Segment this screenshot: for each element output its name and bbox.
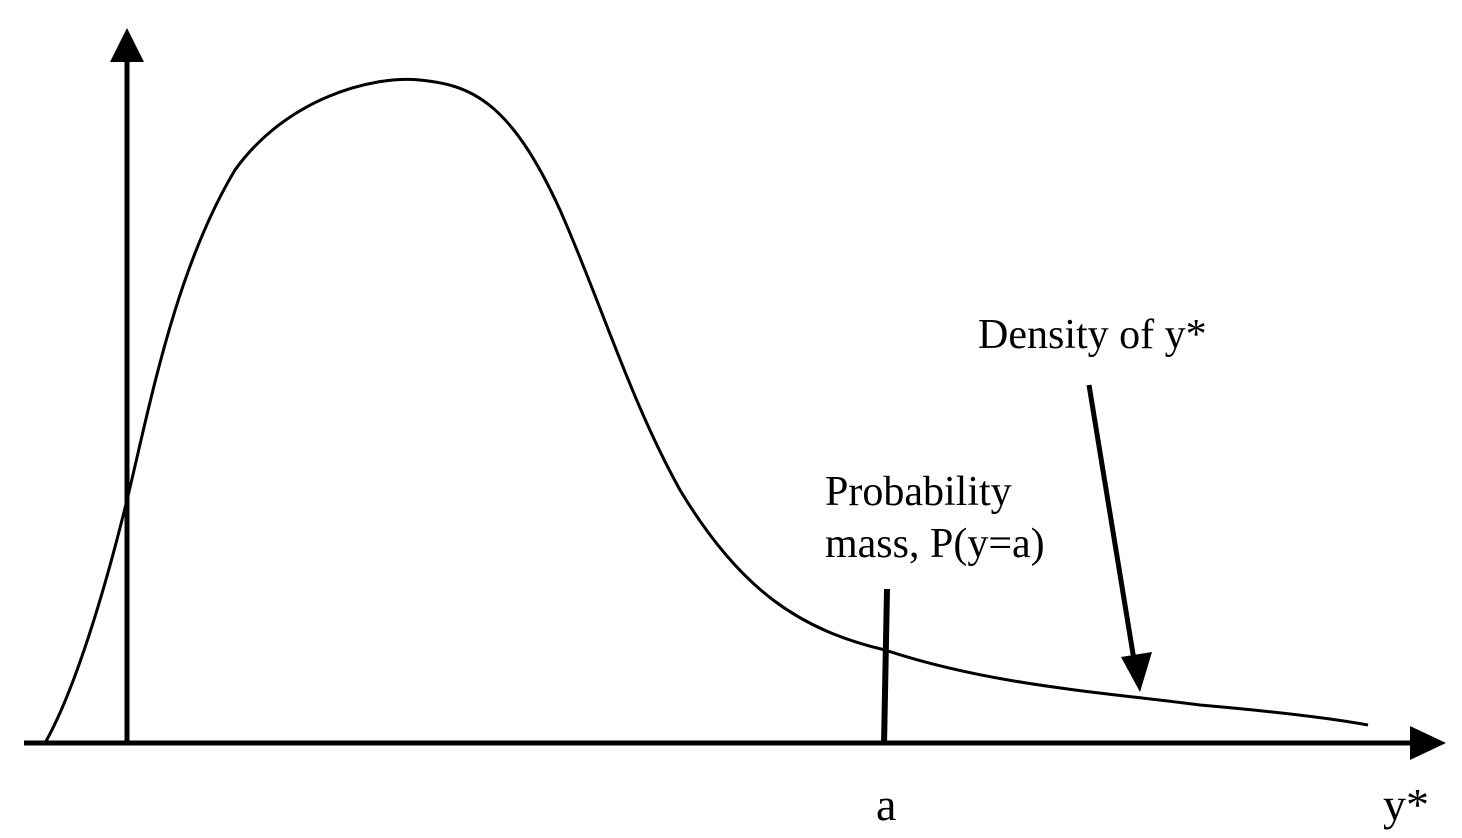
x-axis-label: y*	[1383, 779, 1429, 830]
probability-mass-spike	[881, 588, 890, 746]
y-axis-arrowhead	[110, 28, 144, 62]
probability-mass-label-line1: Probability	[825, 469, 1012, 515]
probability-mass-label-line2: mass, P(y=a)	[825, 521, 1045, 567]
density-curve	[43, 77, 1369, 744]
density-pointer-arrow	[1086, 384, 1137, 661]
probability-mass-label: Probability mass, P(y=a)	[825, 466, 1045, 570]
x-axis-arrowhead	[1410, 726, 1446, 760]
point-a-label: a	[876, 779, 897, 830]
density-label: Density of y*	[978, 312, 1207, 358]
density-pointer-arrowhead	[1121, 652, 1152, 692]
